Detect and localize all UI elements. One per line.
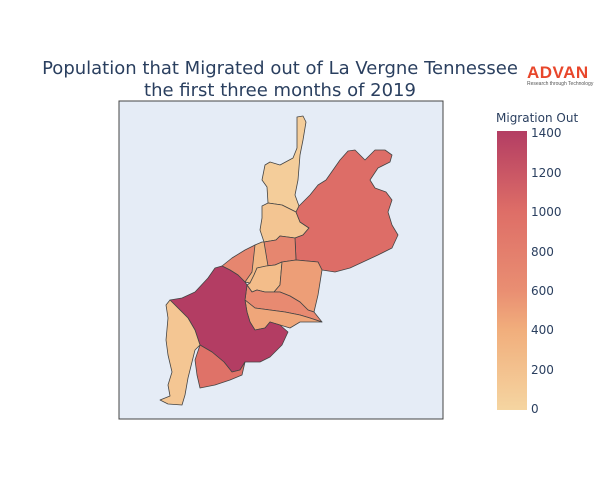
- colorbar-tick-400: 400: [531, 323, 554, 337]
- colorbar-tick-1400: 1400: [531, 126, 562, 140]
- advan-logo: ADVAN Research through Technology: [527, 64, 597, 87]
- colorbar-tick-800: 800: [531, 245, 554, 259]
- chart-title-line1: Population that Migrated out of La Vergn…: [42, 58, 518, 79]
- region-southwest[interactable]: [159, 299, 201, 406]
- logo-wordmark: ADVAN: [527, 63, 589, 82]
- colorbar-title: Migration Out: [496, 111, 579, 125]
- colorbar: [497, 131, 527, 410]
- colorbar-tick-1000: 1000: [531, 205, 562, 219]
- colorbar-tick-0: 0: [531, 402, 539, 416]
- colorbar-tick-200: 200: [531, 363, 554, 377]
- colorbar-tick-1200: 1200: [531, 166, 562, 180]
- region-south[interactable]: [194, 344, 246, 389]
- chart-title-line2: the first three months of 2019: [144, 80, 416, 101]
- logo-tagline: Research through Technology: [527, 81, 594, 87]
- colorbar-tick-600: 600: [531, 284, 554, 298]
- chart-title: Population that Migrated out of La Vergn…: [20, 58, 540, 102]
